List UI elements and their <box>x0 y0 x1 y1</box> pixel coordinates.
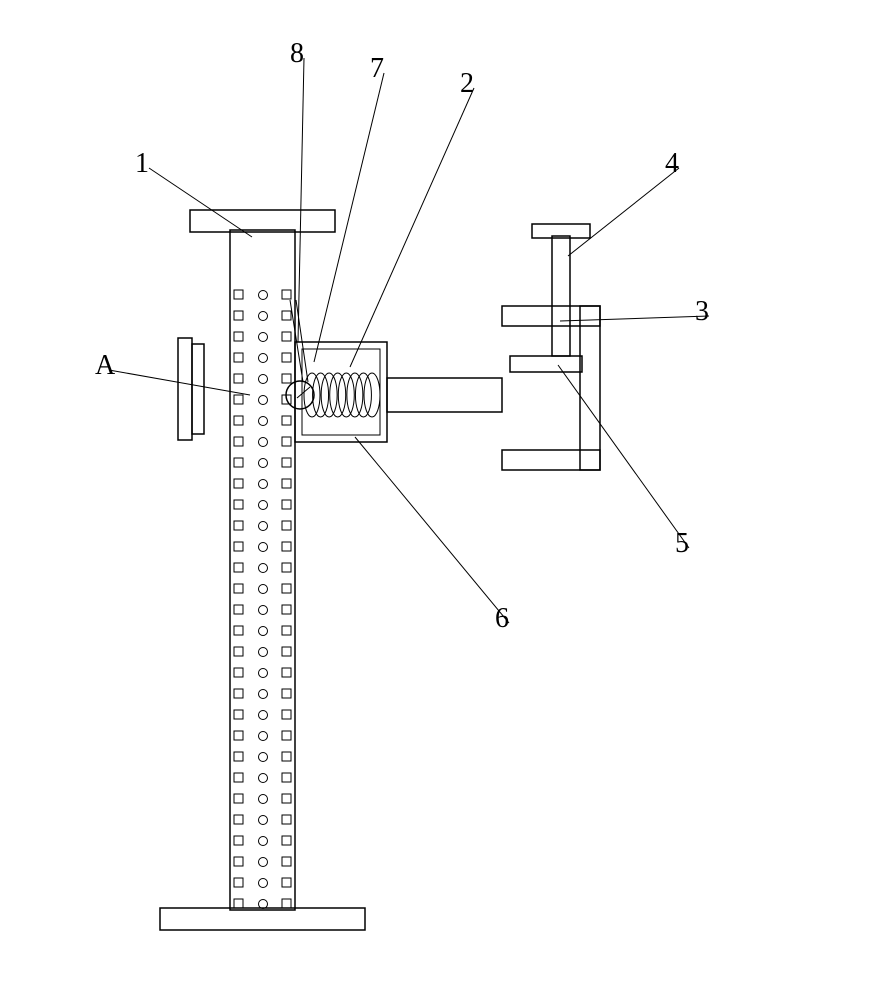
label-3: 3 <box>695 296 709 327</box>
label-A: A <box>95 350 116 381</box>
label-8: 8 <box>290 38 304 69</box>
label-4: 4 <box>665 148 679 179</box>
diagram-svg: A 1 8 7 2 4 3 5 6 <box>0 0 880 1000</box>
label-6: 6 <box>495 603 509 634</box>
label-5: 5 <box>675 528 689 559</box>
label-7: 7 <box>370 53 384 84</box>
technical-diagram: A 1 8 7 2 4 3 5 6 <box>0 0 880 1000</box>
label-1: 1 <box>135 148 149 179</box>
label-2: 2 <box>460 68 474 99</box>
